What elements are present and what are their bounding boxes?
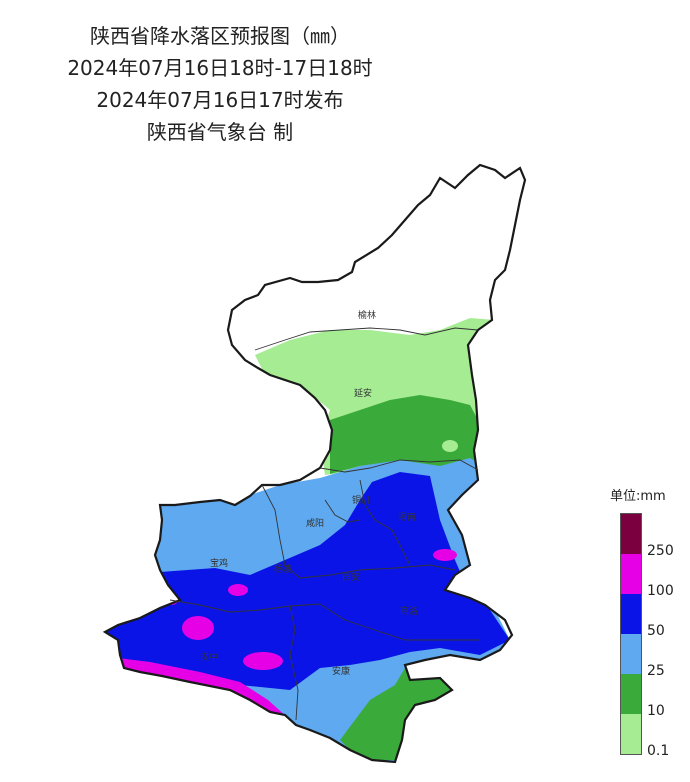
- rain-100-250mm-hanzhong-b: [243, 652, 283, 670]
- legend-label: 50: [647, 623, 665, 639]
- rain-10-25mm: [330, 395, 478, 478]
- label-xian: 西安: [342, 571, 360, 583]
- legend-swatch: [621, 674, 641, 714]
- boundary-hanzhong-ankang: [289, 605, 299, 721]
- rain-100-250mm-baoji: [228, 584, 248, 596]
- map-title: 陕西省降水落区预报图（㎜） 2024年07月16日18时-17日18时 2024…: [0, 20, 440, 148]
- rain-100-250mm-weinan: [433, 549, 457, 561]
- legend-swatch: [621, 554, 641, 594]
- boundary-hanzhong-north: [169, 599, 321, 613]
- label-tongchuan: 铜川: [352, 494, 370, 506]
- legend-label: 0.1: [647, 743, 670, 759]
- label-ankang: 安康: [332, 665, 350, 677]
- legend-color-bar: [620, 513, 642, 755]
- province-boundary: [102, 163, 527, 764]
- legend-label: 10: [647, 703, 665, 719]
- title-main: 陕西省降水落区预报图（㎜）: [90, 24, 350, 48]
- rain-100-250mm-hanzhong-a: [182, 616, 214, 640]
- boundary-tongchuan: [324, 499, 361, 523]
- city-labels: 榆林 延安 铜川 渭南 咸阳 宝鸡 杨凌 西安 商洛 汉中 安康: [200, 309, 418, 677]
- rain-10-25mm-south: [340, 668, 452, 760]
- boundary-shangluo-ankang: [319, 603, 480, 641]
- rain-0-1-10mm-spot: [442, 440, 458, 452]
- label-baoji: 宝鸡: [210, 557, 228, 569]
- title-issue-time: 2024年07月16日17时发布: [96, 88, 344, 112]
- label-xianyang: 咸阳: [306, 517, 324, 529]
- label-yangling: 杨凌: [274, 563, 292, 575]
- city-boundaries: [169, 327, 480, 721]
- label-shangluo: 商洛: [400, 605, 418, 617]
- label-hanzhong: 汉中: [200, 651, 218, 663]
- legend: 单位:mm 250 100 50 25 10 0.1: [610, 485, 685, 759]
- boundary-yulin-yanan: [254, 327, 479, 351]
- legend-swatch: [621, 514, 641, 554]
- legend-swatch: [621, 594, 641, 634]
- legend-swatch: [621, 634, 641, 674]
- label-weinan: 渭南: [398, 511, 416, 523]
- legend-label: 25: [647, 663, 665, 679]
- legend-swatch: [621, 714, 641, 754]
- legend-label: 250: [647, 543, 674, 559]
- title-valid-period: 2024年07月16日18时-17日18时: [67, 56, 373, 80]
- title-issuer: 陕西省气象台 制: [146, 120, 294, 144]
- boundary-yanan-south: [319, 459, 479, 473]
- legend-label: 100: [647, 583, 674, 599]
- boundary-guanzhong-south: [261, 484, 456, 579]
- label-yanan: 延安: [354, 387, 372, 399]
- label-yulin: 榆林: [358, 309, 376, 321]
- boundary-weinan-west: [359, 479, 411, 566]
- legend-title: 单位:mm: [610, 489, 666, 504]
